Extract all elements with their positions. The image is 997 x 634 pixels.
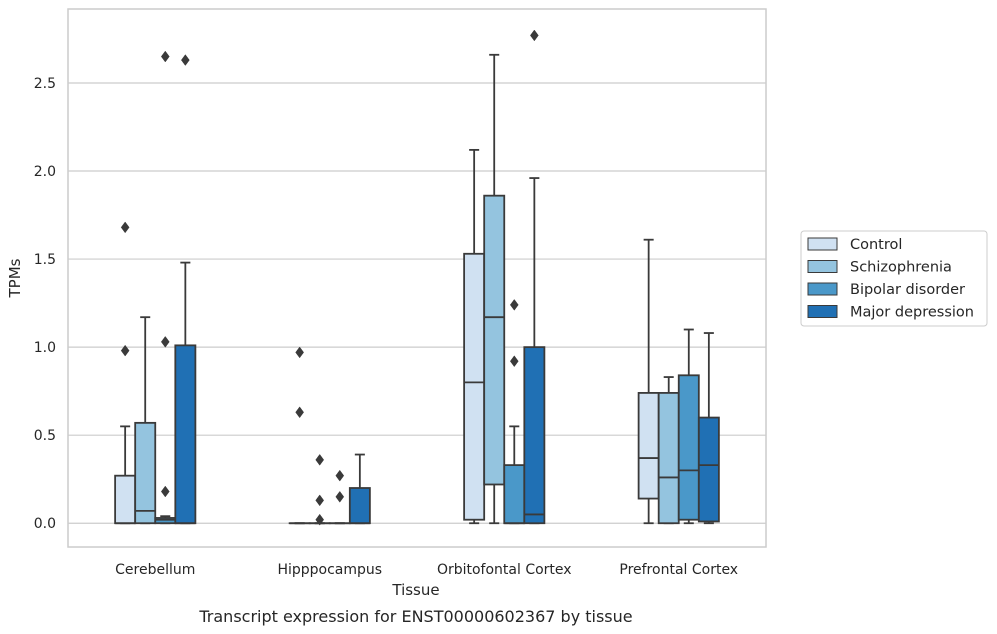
x-axis-label: Tissue bbox=[391, 581, 439, 599]
box-schizophrenia bbox=[483, 53, 506, 525]
outlier-point bbox=[335, 490, 345, 503]
box-schizophrenia bbox=[134, 316, 157, 525]
legend-swatch bbox=[807, 282, 838, 296]
outlier-point bbox=[120, 344, 130, 357]
box-bipolar-disorder bbox=[154, 50, 177, 525]
legend-label: Schizophrenia bbox=[850, 260, 952, 276]
box-major-depression bbox=[348, 453, 371, 525]
box-major-depression bbox=[523, 29, 546, 525]
y-tick-label: 1.0 bbox=[34, 340, 56, 356]
figure-caption: Transcript expression for ENST0000060236… bbox=[198, 607, 632, 626]
y-axis-label: TPMs bbox=[6, 258, 24, 298]
legend-swatch bbox=[807, 237, 838, 251]
box-major-depression bbox=[174, 54, 197, 525]
x-tick-label: Orbitofontal Cortex bbox=[437, 562, 572, 578]
legend-label: Control bbox=[850, 237, 902, 253]
x-tick-labels: Cerebellum Hipppocampus Orbitofontal Corte… bbox=[115, 562, 738, 578]
box-bipolar-disorder bbox=[328, 469, 351, 525]
x-tick-label: Cerebellum bbox=[115, 562, 195, 578]
box-iqr bbox=[697, 416, 720, 523]
outlier-point bbox=[160, 336, 170, 348]
box-iqr bbox=[463, 252, 486, 521]
y-tick-label: 0.0 bbox=[34, 516, 56, 532]
y-tick-label: 1.5 bbox=[34, 252, 56, 268]
box-iqr bbox=[523, 346, 546, 525]
outlier-point bbox=[509, 299, 519, 311]
boxes bbox=[114, 29, 720, 526]
box-control bbox=[637, 238, 660, 525]
box-iqr bbox=[503, 464, 526, 525]
box-iqr bbox=[483, 194, 506, 486]
box-major-depression bbox=[697, 332, 720, 525]
box-control bbox=[463, 148, 486, 525]
box-iqr bbox=[134, 421, 157, 525]
legend-swatch bbox=[807, 260, 838, 273]
box-iqr bbox=[174, 344, 197, 525]
outlier-point bbox=[295, 346, 304, 359]
y-tick-label: 2.0 bbox=[34, 164, 56, 180]
outlier-point bbox=[315, 454, 325, 466]
box-bipolar-disorder bbox=[503, 299, 526, 525]
box-iqr bbox=[348, 487, 371, 525]
y-tick-label: 0.5 bbox=[34, 428, 56, 444]
legend: Control Schizophrenia Bipolar disorder Majo… bbox=[800, 230, 988, 327]
legend-swatch bbox=[807, 305, 838, 318]
box-control bbox=[114, 221, 137, 525]
y-tick-label: 2.5 bbox=[34, 76, 56, 92]
box-bipolar-disorder bbox=[677, 328, 700, 525]
outlier-point bbox=[181, 54, 190, 66]
box-iqr bbox=[677, 374, 700, 521]
y-tick-labels: 0.0 0.5 1.0 1.5 2.0 2.5 bbox=[34, 76, 56, 532]
legend-label: Major depression bbox=[850, 305, 974, 321]
outlier-point bbox=[160, 50, 170, 63]
box-iqr bbox=[637, 392, 660, 500]
x-tick-label: Prefrontal Cortex bbox=[619, 562, 738, 578]
outlier-point bbox=[120, 221, 130, 234]
outlier-point bbox=[315, 494, 325, 507]
outlier-point bbox=[315, 513, 325, 526]
plot-frame bbox=[67, 8, 767, 548]
legend-entries: Control Schizophrenia Bipolar disorder Majo… bbox=[807, 237, 974, 321]
box-iqr bbox=[114, 474, 137, 525]
legend-frame bbox=[800, 230, 988, 327]
outlier-point bbox=[509, 355, 519, 368]
outlier-point bbox=[160, 485, 170, 498]
outlier-point bbox=[530, 29, 539, 42]
box-schizophrenia bbox=[308, 454, 331, 526]
box-iqr bbox=[657, 392, 680, 525]
outlier-point bbox=[295, 406, 304, 419]
outlier-point bbox=[335, 469, 345, 482]
x-tick-label: Hipppocampus bbox=[277, 562, 382, 578]
box-schizophrenia bbox=[657, 376, 680, 525]
legend-label: Bipolar disorder bbox=[850, 282, 965, 298]
